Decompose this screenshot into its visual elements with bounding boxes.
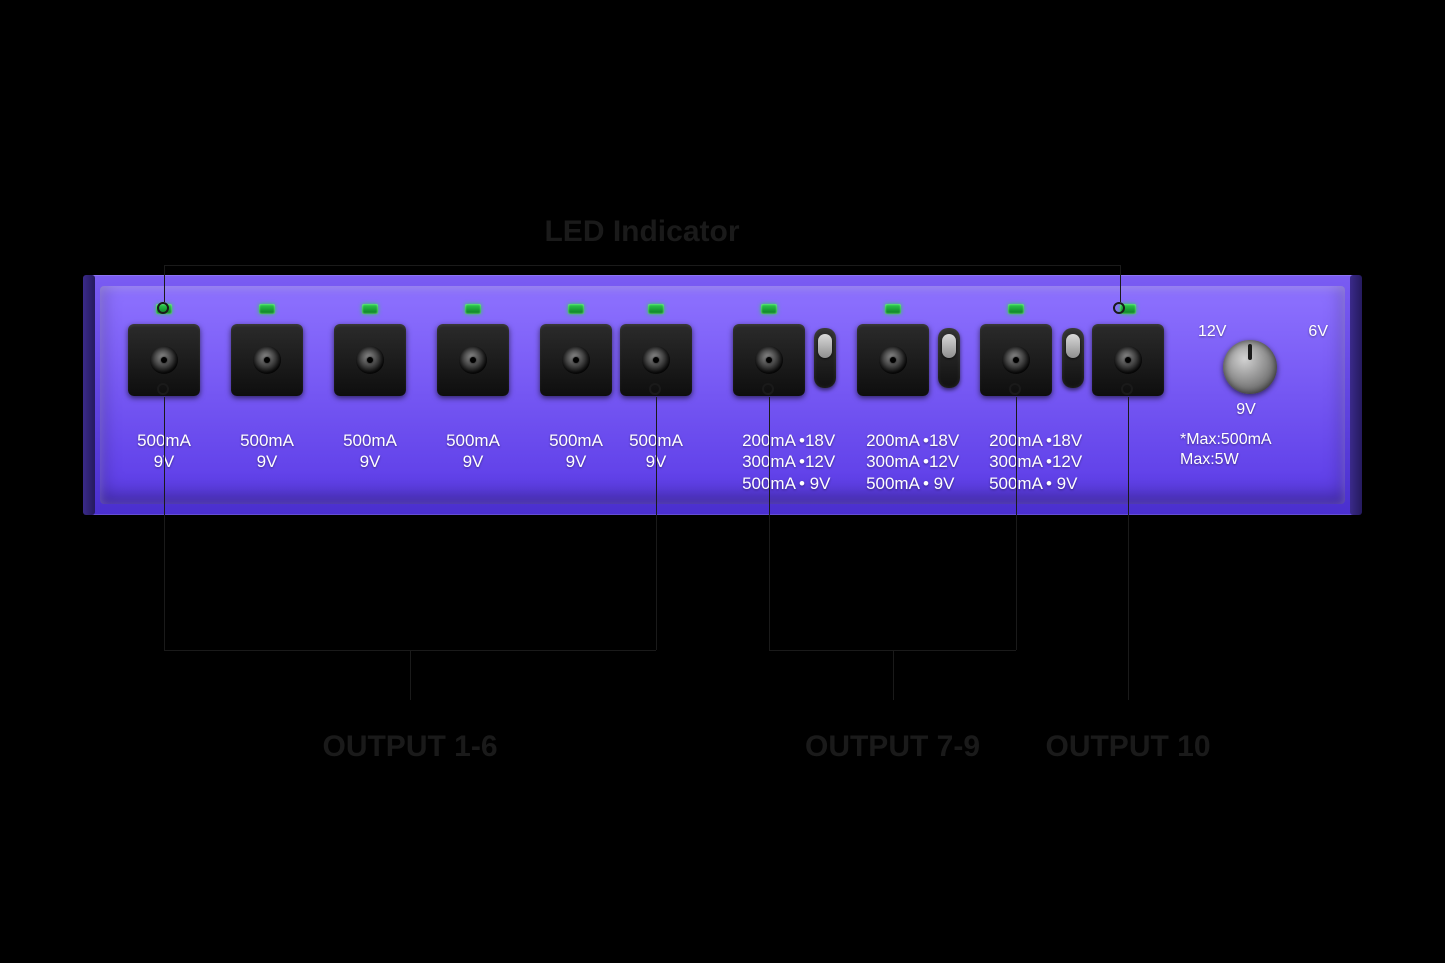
output-label-2: 500mA 9V xyxy=(217,430,317,473)
output-label-3: 500mA 9V xyxy=(320,430,420,473)
led-indicator-2 xyxy=(259,304,275,314)
voltage-switch-9[interactable] xyxy=(1062,328,1084,388)
output-voltages-9: •18V •12V • 9V xyxy=(1046,430,1106,494)
callout-1-6-vline-left xyxy=(164,397,165,650)
marker-led-left xyxy=(157,302,169,314)
callout-led-vline-right xyxy=(1120,265,1121,302)
output-label-4: 500mA 9V xyxy=(423,430,523,473)
marker-out7 xyxy=(762,383,774,395)
callout-output-10: OUTPUT 10 xyxy=(1028,730,1228,764)
led-indicator-7 xyxy=(761,304,777,314)
callout-1-6-drop xyxy=(410,650,411,700)
knob-label-12v: 12V xyxy=(1198,322,1238,342)
led-indicator-8 xyxy=(885,304,901,314)
marker-led-right xyxy=(1113,302,1125,314)
led-indicator-6 xyxy=(648,304,664,314)
callout-10-vline xyxy=(1128,397,1129,700)
callout-led-hline xyxy=(164,265,1120,266)
callout-output-7-9: OUTPUT 7-9 xyxy=(783,730,1003,764)
marker-out9 xyxy=(1009,383,1021,395)
output-jack-2 xyxy=(231,324,303,396)
output-jack-5 xyxy=(540,324,612,396)
output-jack-4 xyxy=(437,324,509,396)
chassis-right-edge xyxy=(1350,275,1362,515)
led-indicator-9 xyxy=(1008,304,1024,314)
knob-label-6v: 6V xyxy=(1288,322,1328,342)
callout-7-9-vline-left xyxy=(769,397,770,650)
voltage-knob[interactable] xyxy=(1223,340,1277,394)
callout-output-1-6: OUTPUT 1-6 xyxy=(300,730,520,764)
chassis-left-edge xyxy=(83,275,95,515)
led-indicator-3 xyxy=(362,304,378,314)
knob-label-9v: 9V xyxy=(1226,400,1266,420)
voltage-switch-7[interactable] xyxy=(814,328,836,388)
callout-7-9-drop xyxy=(893,650,894,700)
callout-1-6-vline-right xyxy=(656,397,657,650)
output-jack-8 xyxy=(857,324,929,396)
voltage-switch-8[interactable] xyxy=(938,328,960,388)
output-jack-3 xyxy=(334,324,406,396)
callout-led-vline-left xyxy=(164,265,165,302)
callout-7-9-vline-right xyxy=(1016,397,1017,650)
marker-out1 xyxy=(157,383,169,395)
callout-led-label: LED Indicator xyxy=(522,215,762,249)
led-indicator-5 xyxy=(568,304,584,314)
marker-out6 xyxy=(649,383,661,395)
knob-max-lines: *Max:500mA Max:5W xyxy=(1180,430,1330,470)
marker-out10 xyxy=(1121,383,1133,395)
led-indicator-4 xyxy=(465,304,481,314)
